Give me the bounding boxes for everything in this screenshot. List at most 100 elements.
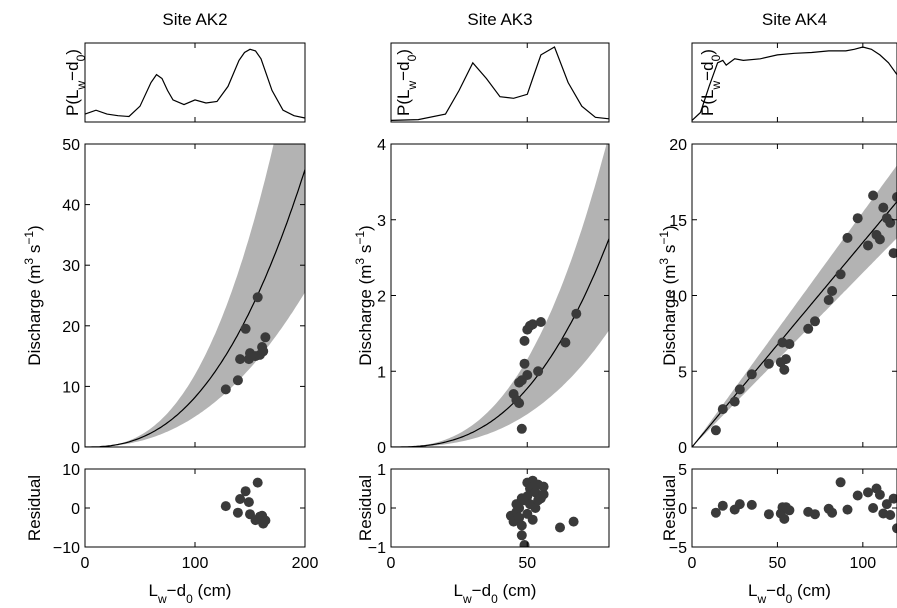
density-axes <box>84 42 306 123</box>
residual-point <box>260 515 271 526</box>
discharge-point <box>240 323 251 334</box>
xtick-label: 100 <box>182 555 209 572</box>
discharge-point <box>784 339 795 349</box>
discharge-point <box>888 248 897 259</box>
residual-point <box>746 499 757 510</box>
residual-ylabel: Residual <box>356 475 375 541</box>
residual-point <box>863 487 873 498</box>
residual-point <box>734 499 745 510</box>
xtick-label: 0 <box>387 555 396 572</box>
discharge-point <box>878 202 889 213</box>
discharge-point <box>885 217 896 228</box>
discharge-point <box>835 269 846 280</box>
density-ylabel: P(Lw−d0) <box>698 49 723 116</box>
discharge-point <box>810 316 820 327</box>
discharge-point <box>863 240 873 251</box>
discharge-ylabel: Discharge (m3 s−1) <box>353 225 375 365</box>
residual-point <box>514 503 525 513</box>
residual-point <box>527 514 538 525</box>
discharge-ylabel: Discharge (m3 s−1) <box>657 225 679 365</box>
discharge-point <box>827 286 838 296</box>
residual-point <box>522 491 533 502</box>
discharge-axes <box>691 143 897 448</box>
discharge-point <box>842 232 853 243</box>
residual-ytick-label: −5 <box>669 540 687 557</box>
discharge-point <box>522 370 533 380</box>
density-ylabel: P(Lw−d0) <box>63 49 88 116</box>
residual-ytick-label: 10 <box>62 462 80 479</box>
residual-plot-area <box>505 475 579 547</box>
residual-ytick-label: 1 <box>377 462 386 479</box>
discharge-ytick-label: 2 <box>377 289 386 306</box>
uncertainty-band <box>85 144 305 447</box>
chart-title: Site AK3 <box>467 10 532 29</box>
residual-point <box>555 522 565 533</box>
discharge-point <box>717 404 728 415</box>
residual-axes <box>84 468 306 548</box>
density-line <box>84 48 306 119</box>
discharge-ytick-label: 20 <box>62 319 80 336</box>
residual-point <box>538 481 549 492</box>
residual-ytick-label: 0 <box>377 501 386 518</box>
discharge-plot-area <box>85 144 305 447</box>
residual-plot-area <box>710 477 897 534</box>
discharge-ytick-label: 0 <box>678 440 687 457</box>
xtick-label: 0 <box>688 555 697 572</box>
residual-ytick-label: 5 <box>678 462 687 479</box>
residual-point <box>538 489 549 500</box>
discharge-plot-area <box>692 165 897 447</box>
xtick-label: 100 <box>849 555 876 572</box>
residual-ylabel: Residual <box>660 475 679 541</box>
discharge-point <box>746 369 757 380</box>
residual-point <box>514 512 525 523</box>
residual-point <box>240 486 251 497</box>
residual-point <box>874 489 885 500</box>
discharge-point <box>874 234 885 245</box>
rating-curve <box>85 169 305 447</box>
discharge-point <box>516 423 527 434</box>
chart-panel-3: Site AK4 P(Lw−d0) 0 5 10 15 20 Discharge (m3 s−… <box>657 10 897 606</box>
discharge-point <box>852 213 863 224</box>
residual-point <box>842 504 853 515</box>
discharge-ytick-label: 20 <box>669 137 687 154</box>
residual-ylabel: Residual <box>25 475 44 541</box>
discharge-point <box>535 317 546 327</box>
discharge-point <box>560 337 571 348</box>
discharge-point <box>892 192 897 202</box>
discharge-point <box>260 332 271 343</box>
uncertainty-band <box>692 165 897 447</box>
density-axes <box>390 42 610 123</box>
residual-point <box>243 497 254 508</box>
density-ylabel: P(Lw−d0) <box>394 49 419 116</box>
residual-point <box>220 501 231 512</box>
residual-point <box>763 509 774 520</box>
discharge-point <box>258 346 269 357</box>
residual-point <box>885 510 896 520</box>
residual-ytick-label: 0 <box>71 501 80 518</box>
discharge-point <box>763 358 774 369</box>
discharge-point <box>803 323 814 334</box>
x-axis-label: Lw−d0 (cm) <box>748 581 831 606</box>
residual-ytick-label: −1 <box>368 540 386 557</box>
discharge-point <box>734 384 745 395</box>
residual-point <box>779 513 790 524</box>
residual-point <box>892 523 897 534</box>
residual-point <box>835 477 846 488</box>
residual-point <box>784 505 795 516</box>
discharge-ytick-label: 50 <box>62 137 80 154</box>
residual-point <box>717 500 728 511</box>
xtick-label: 0 <box>81 555 90 572</box>
discharge-point <box>519 335 530 346</box>
discharge-point <box>519 358 530 369</box>
discharge-point <box>571 308 582 319</box>
density-line <box>390 46 610 121</box>
residual-point <box>516 530 527 541</box>
chart-panel-1: Site AK2 P(Lw−d0) 0 10 20 30 40 50 Discharge (m3… <box>22 10 318 606</box>
residual-plot-area <box>220 477 271 529</box>
discharge-point <box>514 398 525 409</box>
discharge-ytick-label: 30 <box>62 258 80 275</box>
rating-curve <box>391 238 609 447</box>
discharge-point <box>868 190 879 201</box>
discharge-point <box>252 292 263 303</box>
discharge-ytick-label: 0 <box>71 440 80 457</box>
